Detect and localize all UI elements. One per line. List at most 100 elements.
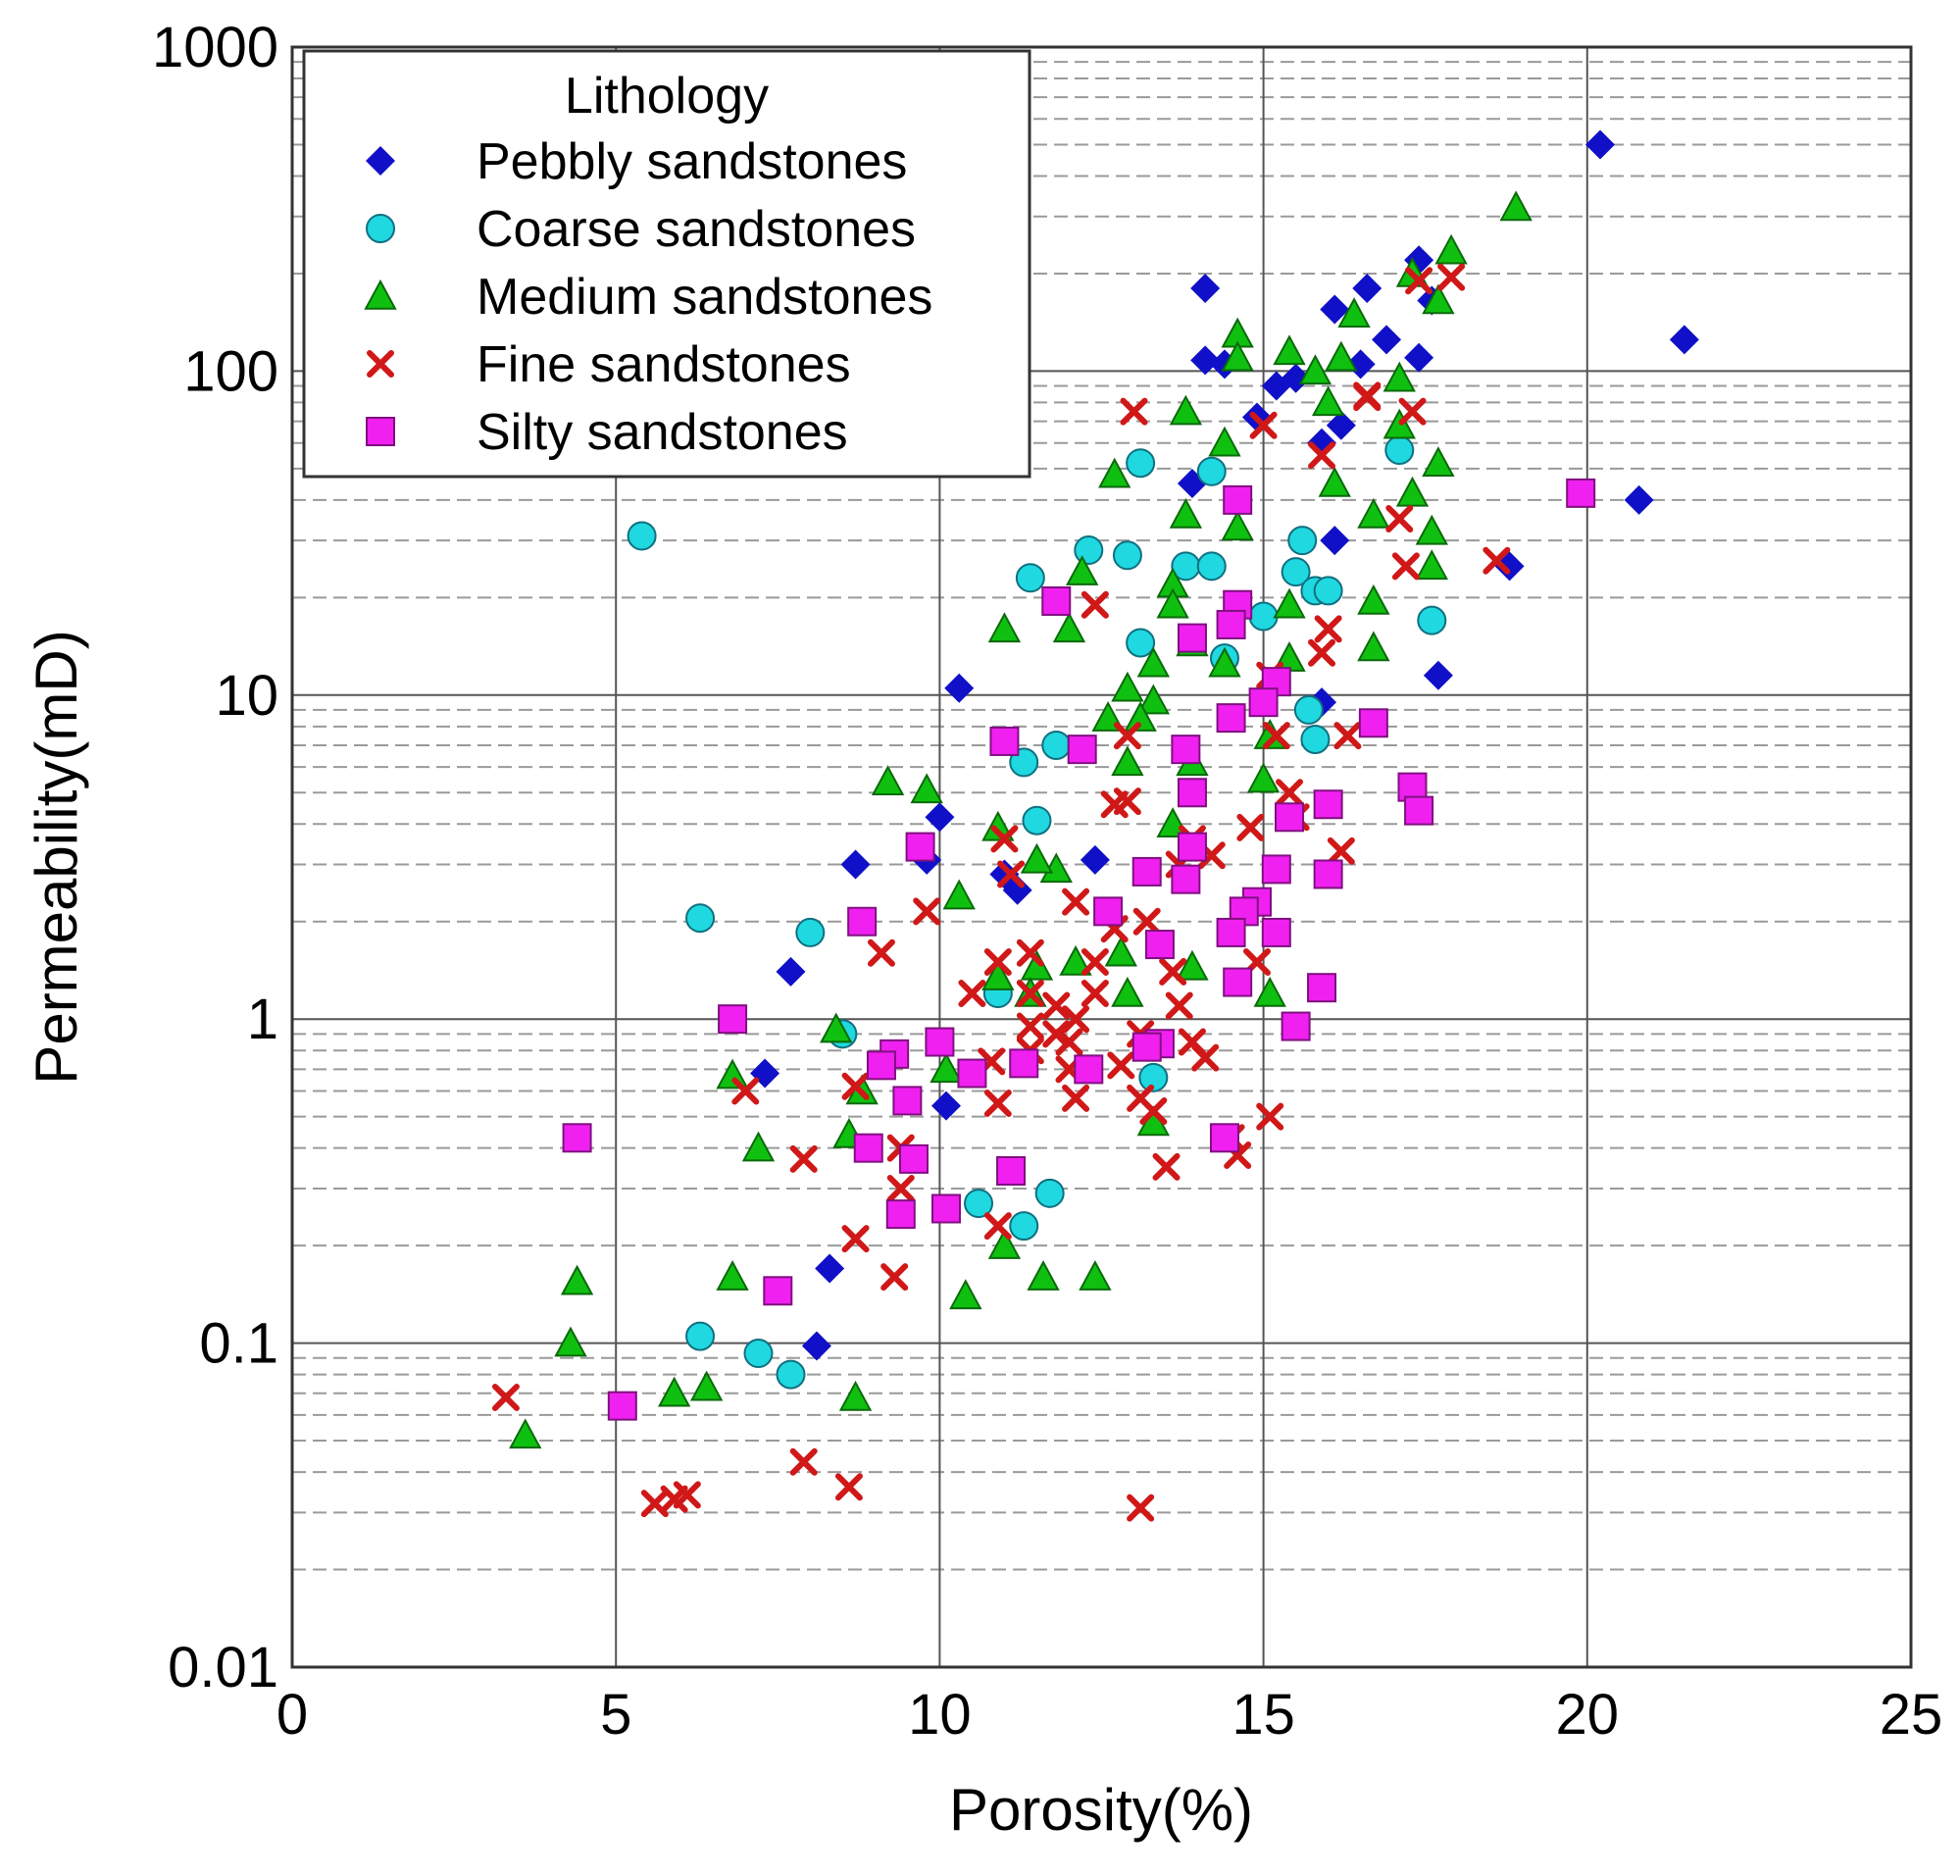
data-point: [776, 1359, 806, 1390]
data-point: [958, 980, 986, 1008]
data-point: [718, 1004, 748, 1035]
data-point: [905, 832, 935, 862]
data-point: [1208, 426, 1241, 457]
data-point: [841, 1072, 870, 1100]
data-point: [731, 1077, 760, 1105]
data-point: [840, 849, 871, 880]
data-point: [1127, 1494, 1155, 1522]
data-point: [776, 956, 806, 987]
data-point: [1136, 646, 1171, 678]
data-point: [1261, 917, 1291, 947]
data-point: [1308, 441, 1336, 470]
data-point: [1177, 832, 1207, 862]
data-point: [964, 1189, 994, 1219]
data-point: [1016, 1012, 1044, 1040]
data-point: [1209, 1123, 1239, 1153]
data-point: [1081, 980, 1109, 1008]
data-point: [1261, 854, 1291, 885]
x-tick-label: 5: [600, 1683, 631, 1747]
data-point: [1016, 938, 1044, 967]
data-point: [1669, 325, 1699, 355]
x-tick-label: 10: [908, 1683, 972, 1747]
data-point: [1196, 456, 1227, 486]
data-point: [1052, 612, 1086, 643]
data-point: [1152, 1152, 1181, 1181]
data-point: [983, 948, 1012, 977]
data-point: [1196, 551, 1227, 582]
data-point: [925, 1027, 955, 1057]
data-point: [1067, 735, 1097, 765]
data-point: [1281, 557, 1311, 587]
data-point: [1208, 646, 1241, 678]
data-point: [685, 903, 716, 934]
data-point: [931, 1193, 962, 1224]
data-point: [1422, 446, 1455, 477]
data-point: [689, 1370, 724, 1401]
data-point: [1015, 563, 1045, 593]
data-point: [820, 1012, 853, 1043]
data-point: [949, 1279, 982, 1310]
data-point: [989, 726, 1020, 756]
data-point: [1156, 587, 1189, 619]
data-point: [1216, 917, 1246, 947]
data-point: [1404, 795, 1434, 826]
data-point: [789, 1447, 818, 1476]
legend-label: Silty sandstones: [477, 404, 848, 461]
data-point: [983, 1212, 1012, 1241]
legend-title: Lithology: [565, 68, 769, 125]
data-point: [1111, 976, 1144, 1007]
data-point: [1127, 1084, 1155, 1112]
data-point: [1059, 944, 1092, 976]
data-point: [716, 1260, 749, 1291]
data-point: [1027, 1260, 1060, 1291]
data-point: [1287, 526, 1318, 556]
x-tick-label: 15: [1231, 1683, 1295, 1747]
data-point: [1223, 967, 1253, 997]
data-point: [1357, 497, 1390, 529]
data-point: [1248, 601, 1279, 632]
data-point: [1437, 263, 1466, 291]
x-tick-label: 25: [1880, 1683, 1943, 1747]
data-point: [1311, 385, 1345, 417]
data-point: [1177, 778, 1207, 808]
series-1: [627, 435, 1447, 1390]
data-point: [1042, 991, 1071, 1020]
tick-labels: 0 5 10 15 20 25 0.01 0.1 1 10 100 1000: [152, 16, 1942, 1747]
data-point: [1398, 397, 1427, 426]
data-point: [1126, 628, 1156, 658]
data-point: [1404, 342, 1434, 373]
data-point: [892, 1086, 923, 1116]
data-point: [841, 1225, 870, 1253]
data-point: [1177, 623, 1207, 653]
data-point: [1256, 1102, 1284, 1131]
legend-items: Pebbly sandstones Coarse sandstones Medium…: [364, 133, 932, 461]
data-point: [1333, 722, 1362, 750]
data-point: [1313, 576, 1343, 606]
data-point: [1113, 722, 1141, 750]
plot-area-frame: [290, 45, 1913, 1669]
data-point: [789, 1144, 818, 1173]
legend-box: [302, 49, 1031, 479]
data-point: [1223, 484, 1253, 515]
data-point: [1358, 708, 1388, 738]
legend-label: Coarse sandstones: [477, 201, 916, 258]
series-0: [750, 129, 1699, 1361]
data-point: [1405, 267, 1433, 295]
y-tick-label: 10: [215, 664, 278, 728]
data-point: [989, 859, 1020, 889]
data-point: [716, 1058, 749, 1090]
data-point: [925, 802, 955, 833]
y-axis-title: Permeability(mD): [24, 630, 89, 1084]
x-axis-title: Porosity(%): [949, 1777, 1253, 1843]
data-point: [607, 1391, 637, 1421]
data-point: [1190, 345, 1221, 376]
data-point: [910, 773, 943, 804]
data-point: [685, 1321, 716, 1351]
data-point: [1585, 129, 1616, 160]
legend-marker: [366, 417, 395, 446]
data-point: [1081, 590, 1109, 619]
data-point: [1307, 973, 1337, 1003]
data-point: [1275, 802, 1305, 833]
data-point: [640, 1490, 669, 1518]
data-point: [1113, 787, 1141, 816]
